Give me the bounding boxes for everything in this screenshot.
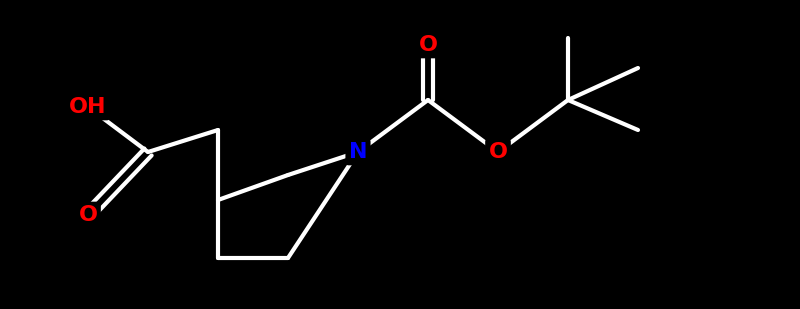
- Text: OH: OH: [70, 97, 106, 117]
- Text: O: O: [489, 142, 507, 162]
- Text: N: N: [349, 142, 367, 162]
- Text: O: O: [78, 205, 98, 225]
- Text: O: O: [418, 35, 438, 55]
